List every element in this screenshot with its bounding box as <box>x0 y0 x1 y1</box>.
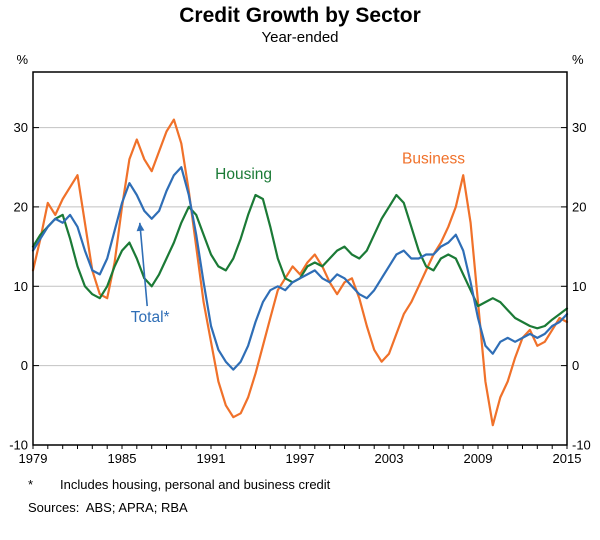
y-tick-label-right: 0 <box>572 358 579 373</box>
x-tick-label: 1991 <box>197 451 226 466</box>
unit-label-right: % <box>572 52 584 67</box>
x-tick-label: 2015 <box>553 451 582 466</box>
x-tick-label: 2009 <box>464 451 493 466</box>
figure: Credit Growth by Sector Year-ended -10 -1… <box>0 4 600 540</box>
y-tick-label-left: 10 <box>14 279 28 294</box>
series-label-total: Total* <box>131 309 170 326</box>
footnote-marker: * <box>28 477 34 493</box>
y-tick-label-left: 20 <box>14 200 28 215</box>
y-tick-label-left: 30 <box>14 120 28 135</box>
y-tick-label-right: 30 <box>572 120 586 135</box>
plot-frame <box>32 71 568 446</box>
y-tick-label-right: 20 <box>572 200 586 215</box>
series-label-business: Business <box>402 150 465 167</box>
y-tick-label-left: -10 <box>9 438 28 453</box>
footnote: * Includes housing, personal and busines… <box>28 477 600 493</box>
annotation-arrowhead <box>136 222 145 232</box>
series-label-housing: Housing <box>215 166 272 183</box>
annotation-arrow <box>139 222 148 307</box>
housing-line <box>31 194 569 330</box>
x-tick-label: 2003 <box>375 451 404 466</box>
x-tick-label: 1997 <box>286 451 315 466</box>
y-tick-label-right: 10 <box>572 279 586 294</box>
credit-growth-line-chart: -10 -10 0 0 10 10 20 20 30 30 1979 1985 1991 1997 2003… <box>9 52 591 466</box>
total-line <box>31 166 569 371</box>
footnote-text: Includes housing, personal and business … <box>60 477 331 493</box>
y-tick-label-right: -10 <box>572 438 591 453</box>
x-tick-label: 1985 <box>108 451 137 466</box>
chart-subtitle: Year-ended <box>261 29 339 47</box>
unit-label-left: % <box>16 52 28 67</box>
x-tick-label: 1979 <box>19 451 48 466</box>
y-tick-label-left: 0 <box>21 358 28 373</box>
chart-title: Credit Growth by Sector <box>179 4 421 27</box>
sources-line: Sources: ABS; APRA; RBA <box>28 500 188 516</box>
